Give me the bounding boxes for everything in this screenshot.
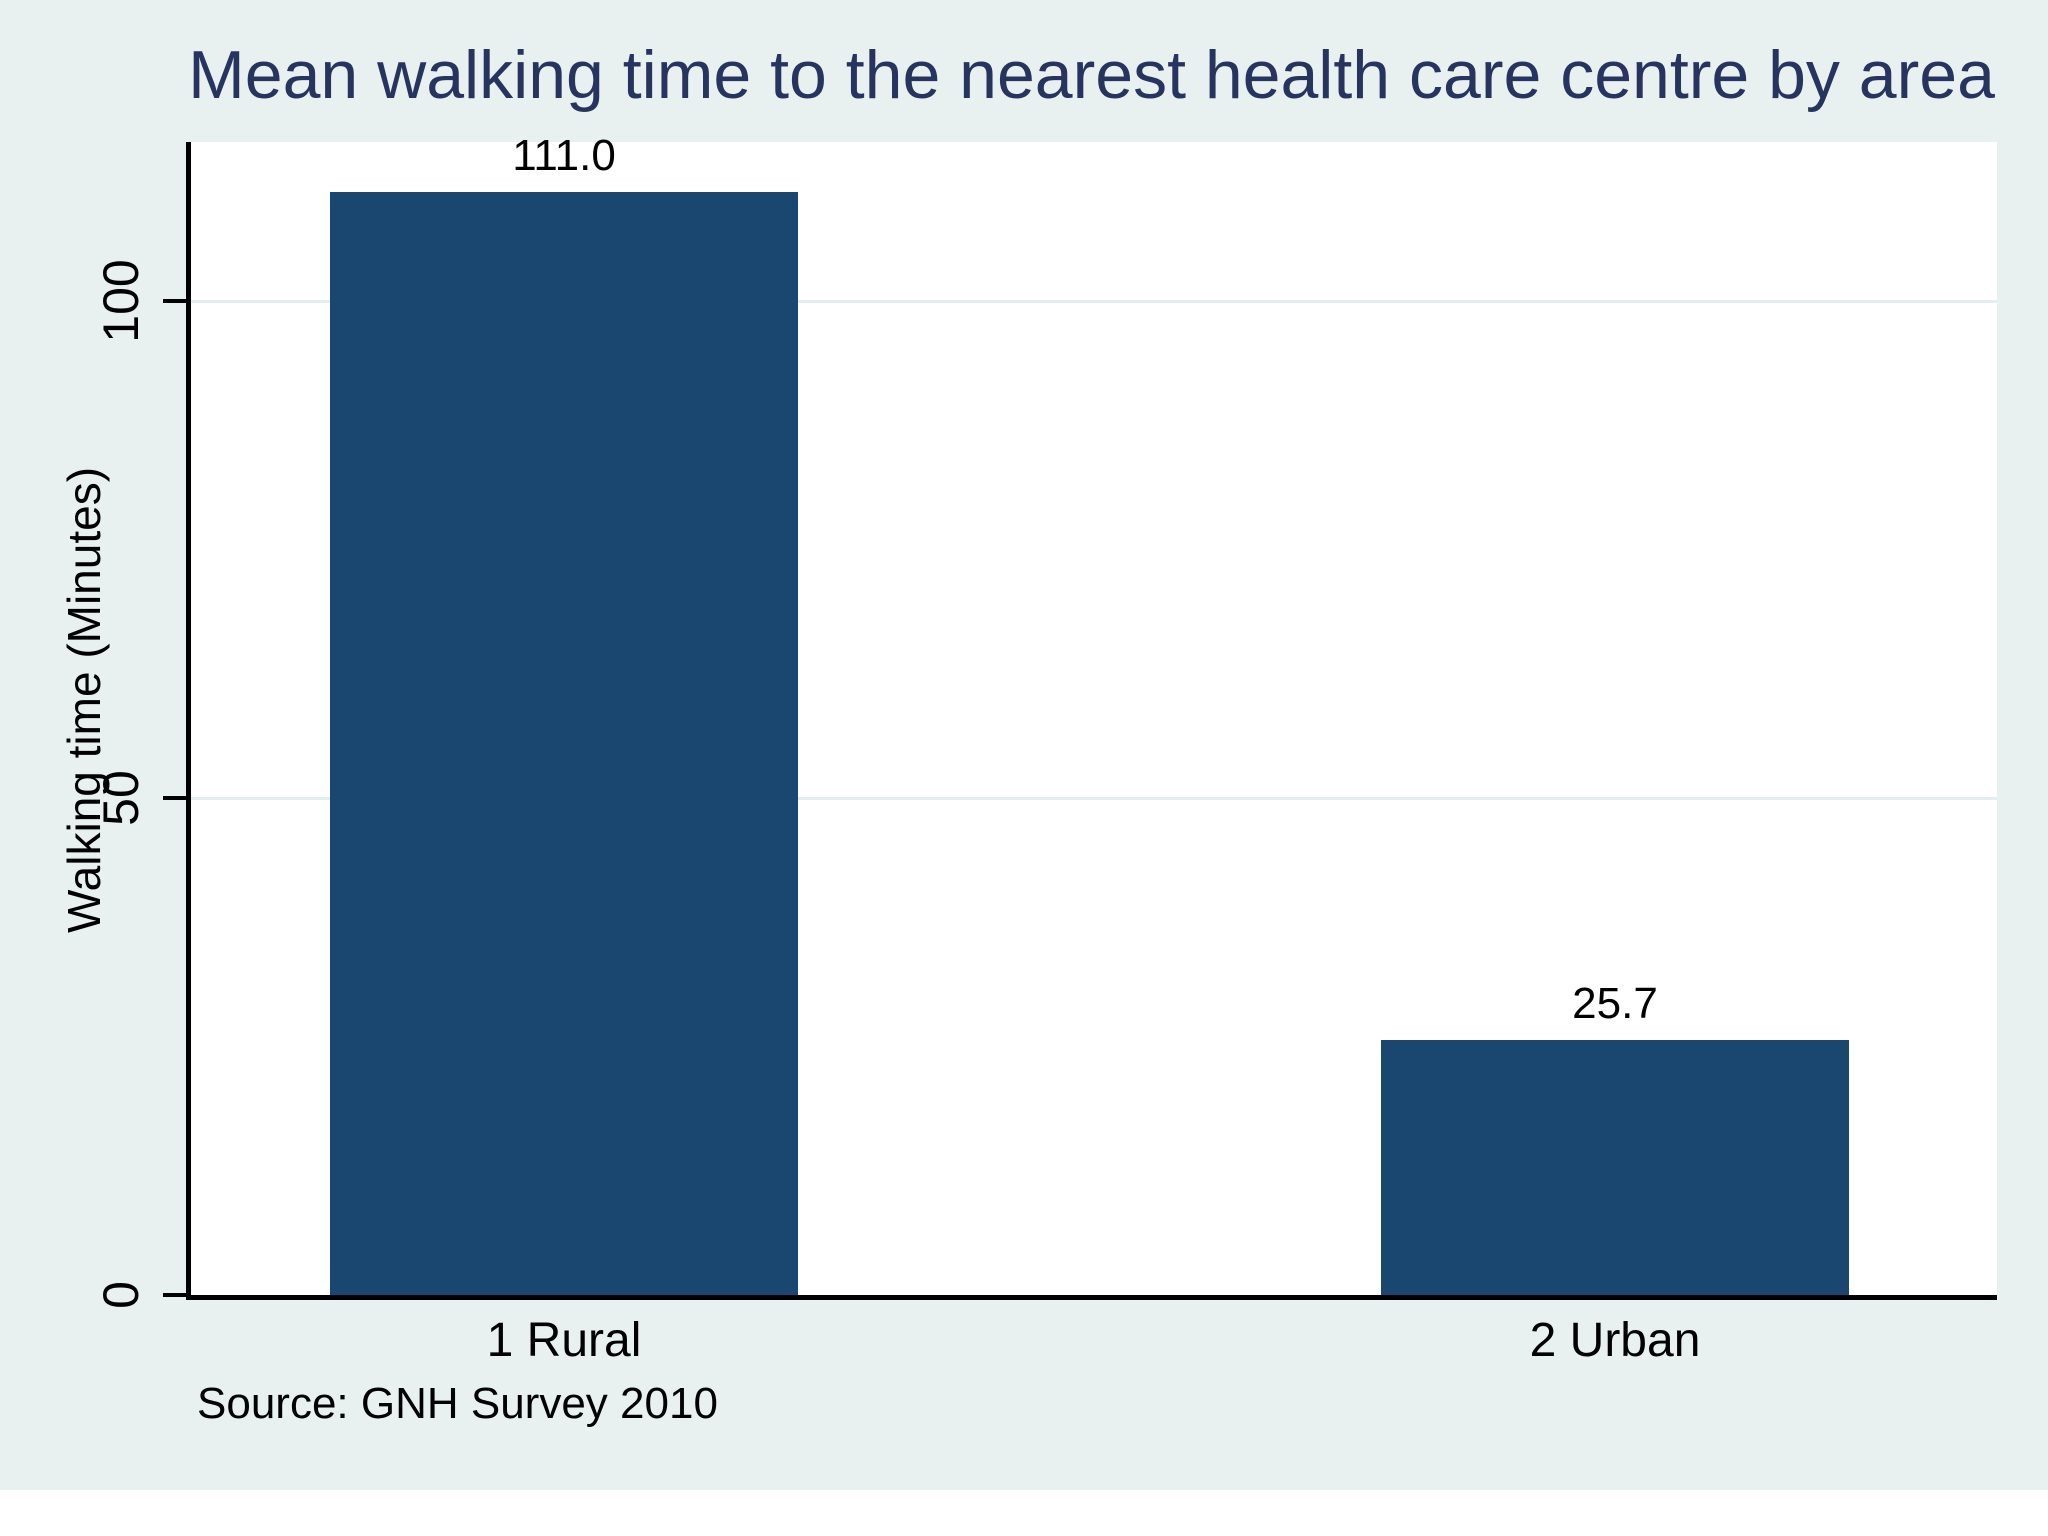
bar-2-urban (1381, 1039, 1849, 1295)
y-axis-tick (163, 299, 186, 304)
y-axis-line (186, 142, 191, 1300)
gridline (186, 300, 1997, 304)
y-axis-title: Walking time (Minutes) (58, 466, 110, 934)
bar-value-label: 111.0 (512, 130, 616, 180)
chart-title: Mean walking time to the nearest health … (188, 37, 1995, 113)
y-axis-tick-label: 0 (93, 1281, 149, 1309)
x-axis-line (186, 1295, 1997, 1300)
gridline (186, 797, 1997, 801)
bottom-margin-band (0, 1490, 2048, 1536)
y-axis-tick-label: 50 (93, 770, 149, 826)
bar-value-label: 25.7 (1572, 978, 1658, 1028)
y-axis-tick (163, 1293, 186, 1297)
x-axis-category-label: 2 Urban (1529, 1314, 1701, 1367)
y-axis-tick (163, 796, 186, 801)
y-axis-tick-label: 100 (93, 259, 149, 343)
bar-1-rural (330, 191, 798, 1295)
source-note: Source: GNH Survey 2010 (197, 1379, 718, 1428)
x-axis-category-label: 1 Rural (486, 1314, 642, 1367)
